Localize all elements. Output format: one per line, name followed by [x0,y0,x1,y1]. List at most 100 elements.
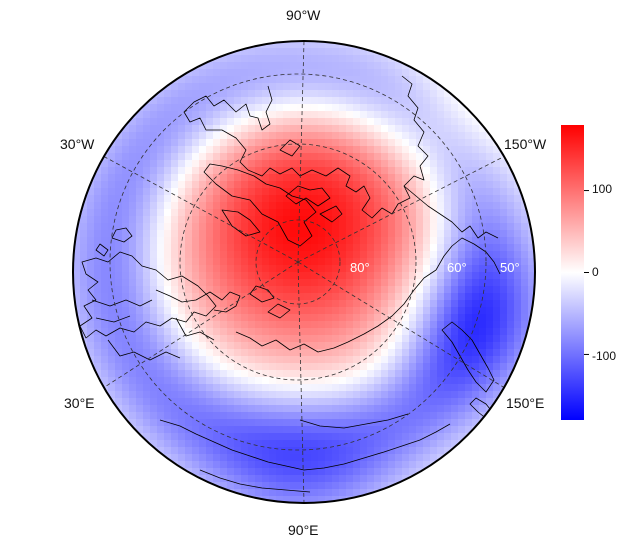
field-cell [423,244,431,252]
field-cell [171,384,179,392]
field-cell [304,475,312,483]
field-cell [143,125,151,133]
field-cell [255,174,263,182]
field-cell [311,90,319,98]
field-cell [101,279,109,287]
field-cell [332,153,340,161]
field-cell [430,335,438,343]
field-cell [101,363,109,371]
field-cell [402,132,410,140]
field-cell [430,328,438,336]
field-cell [423,405,431,413]
field-cell [199,111,207,119]
field-cell [311,328,319,336]
field-cell [94,272,102,280]
field-cell [472,433,480,441]
field-cell [346,125,354,133]
field-cell [339,97,347,105]
field-cell [346,48,354,56]
field-cell [178,209,186,217]
field-cell [269,384,277,392]
field-cell [108,384,116,392]
field-cell [395,321,403,329]
field-cell [381,265,389,273]
field-cell [171,118,179,126]
field-cell [451,328,459,336]
field-cell [220,195,228,203]
field-cell [367,41,375,49]
field-cell [206,90,214,98]
field-cell [304,41,312,49]
field-cell [339,188,347,196]
field-cell [423,132,431,140]
field-cell [325,468,333,476]
field-cell [283,174,291,182]
field-cell [374,146,382,154]
field-cell [234,370,242,378]
field-cell [157,342,165,350]
field-cell [241,307,249,315]
field-cell [479,279,487,287]
field-cell [528,258,535,266]
field-cell [192,440,200,448]
field-cell [262,419,270,427]
field-cell [367,104,375,112]
field-cell [360,482,368,490]
field-cell [346,426,354,434]
field-cell [430,223,438,231]
field-cell [402,111,410,119]
field-cell [472,349,480,357]
field-cell [185,286,193,294]
field-cell [150,440,158,448]
field-cell [234,132,242,140]
field-cell [353,97,361,105]
field-cell [360,251,368,259]
field-cell [94,181,102,189]
field-cell [234,125,242,133]
field-cell [122,195,130,203]
field-cell [108,328,116,336]
field-cell [374,342,382,350]
field-cell [458,111,466,119]
field-cell [325,391,333,399]
field-cell [276,258,284,266]
field-cell [437,447,445,455]
field-cell [276,489,284,497]
field-cell [206,433,214,441]
field-cell [395,132,403,140]
field-cell [255,363,263,371]
field-cell [290,202,298,210]
field-cell [451,111,459,119]
field-cell [402,62,410,70]
field-cell [255,405,263,413]
field-cell [164,160,172,168]
field-cell [360,111,368,119]
field-cell [325,328,333,336]
field-cell [367,468,375,476]
field-cell [325,139,333,147]
field-cell [332,314,340,322]
field-cell [213,398,221,406]
field-cell [430,111,438,119]
field-cell [304,258,312,266]
field-cell [269,244,277,252]
field-cell [290,146,298,154]
field-cell [185,475,193,483]
field-cell [465,188,473,196]
field-cell [283,41,291,49]
field-cell [171,251,179,259]
field-cell [409,314,417,322]
field-cell [157,132,165,140]
field-cell [227,167,235,175]
field-cell [255,265,263,273]
field-cell [157,440,165,448]
field-cell [206,342,214,350]
field-cell [234,55,242,63]
field-cell [255,146,263,154]
field-cell [192,307,200,315]
field-cell [353,160,361,168]
field-cell [332,223,340,231]
field-cell [255,216,263,224]
field-cell [262,83,270,91]
field-cell [493,384,501,392]
